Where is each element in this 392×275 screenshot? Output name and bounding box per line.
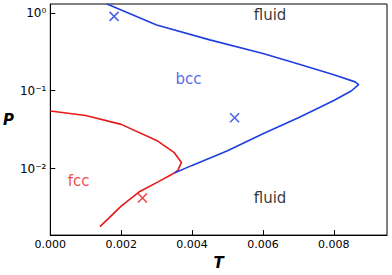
svg-text:T: T — [214, 254, 226, 272]
svg-text:10⁻²: 10⁻² — [20, 162, 47, 176]
svg-text:0.000: 0.000 — [35, 238, 67, 251]
svg-text:fluid: fluid — [254, 6, 287, 24]
svg-text:0.006: 0.006 — [247, 238, 279, 251]
svg-text:bcc: bcc — [176, 70, 202, 88]
svg-text:10⁰: 10⁰ — [26, 6, 46, 20]
svg-text:fcc: fcc — [68, 172, 90, 190]
svg-text:P: P — [3, 111, 14, 129]
svg-text:10⁻¹: 10⁻¹ — [20, 84, 47, 98]
svg-text:0.004: 0.004 — [176, 238, 208, 251]
svg-text:0.002: 0.002 — [105, 238, 137, 251]
svg-text:0.008: 0.008 — [318, 238, 350, 251]
svg-text:fluid: fluid — [254, 189, 287, 207]
